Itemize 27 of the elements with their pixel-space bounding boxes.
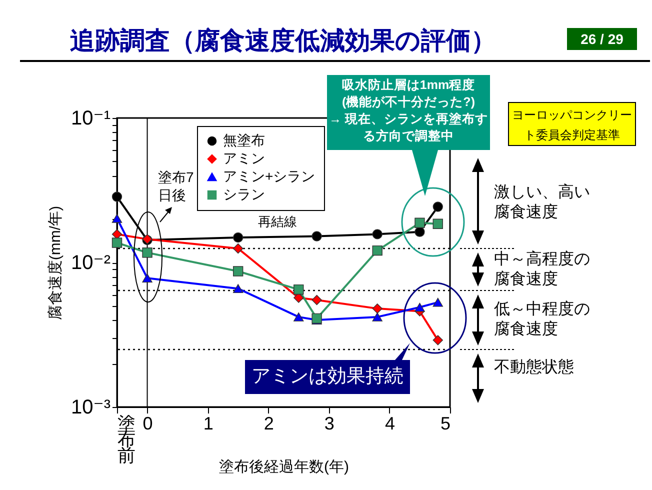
annotation: 再結線	[258, 213, 297, 231]
annotation: アミンは効果持続	[250, 365, 404, 389]
x-tick-label: 0	[142, 414, 153, 434]
y-tick-label: 10⁻³	[71, 396, 111, 418]
text: ヨーロッパコンクリート委員会判定基準	[508, 102, 636, 146]
y-axis-title: 腐食速度(mm/年)	[47, 206, 64, 320]
chart-title: 追跡調査（腐食速度低減効果の評価）	[70, 26, 496, 57]
text: 不動態状態	[494, 358, 575, 378]
x-tick-label: 5	[440, 414, 450, 434]
x-tick-label: 4	[384, 414, 395, 434]
x-axis-title: 塗布後経過年数(年)	[219, 458, 349, 476]
annotation: 吸水防止層は1mm程度 (機能が不十分だった?) → 現在、シランを再塗布する方向で調整中	[328, 77, 489, 145]
y-tick-label: 10⁻¹	[71, 108, 111, 130]
text: 中～高程度の腐食速度	[494, 250, 591, 290]
x-tick-label: 1	[203, 414, 214, 434]
annotation: 塗布7日後	[158, 168, 195, 204]
legend-label: アミン+シラン	[223, 168, 316, 184]
y-tick-label: 10⁻²	[71, 252, 111, 274]
text: 26 / 29	[567, 28, 637, 50]
legend-label: 無塗布	[223, 132, 265, 148]
text: 激しい、高い腐食速度	[494, 183, 591, 224]
x-tick-label: 塗布前	[118, 414, 136, 466]
x-tick-label: 3	[324, 414, 334, 434]
legend-label: アミン	[223, 150, 265, 166]
text: 低～中程度の腐食速度	[494, 300, 591, 340]
legend-label: シラン	[223, 186, 265, 202]
x-tick-label: 2	[264, 414, 274, 434]
